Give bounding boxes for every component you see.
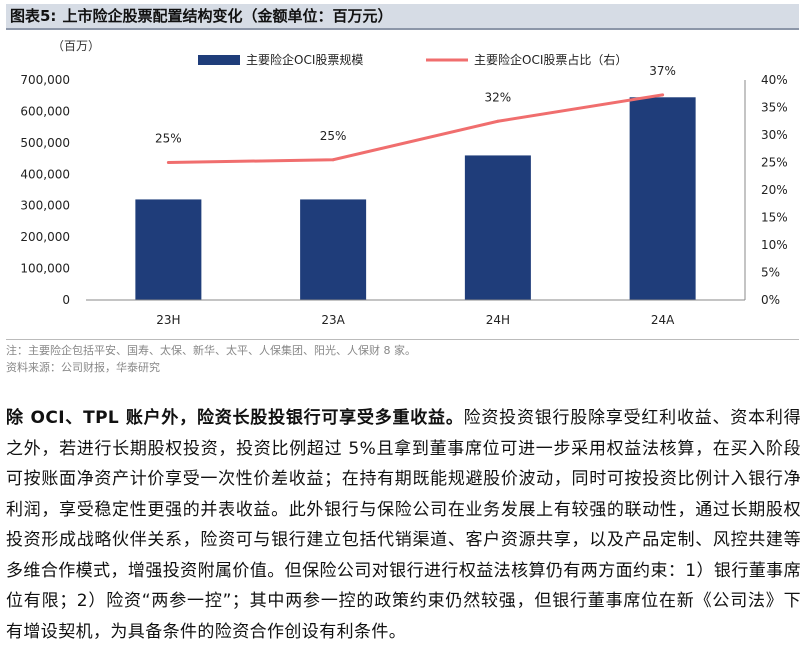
line-point: [496, 119, 500, 123]
y-left-unit-label: （百万）: [52, 39, 100, 53]
chart-bottom-rule: [6, 339, 799, 340]
x-tick-label: 24A: [651, 313, 675, 327]
y-left-tick-label: 200,000: [20, 230, 70, 244]
y-left-tick-label: 700,000: [20, 73, 70, 87]
y-right-tick-label: 10%: [761, 238, 788, 252]
legend-line-label: 主要险企OCI股票占比（右）: [474, 52, 627, 67]
line-data-label: 25%: [320, 129, 347, 143]
y-left-tick-label: 400,000: [20, 167, 70, 181]
bar: [135, 199, 202, 300]
chart-note: 注：主要险企包括平安、国寿、太保、新华、太平、人保集团、阳光、人保财 8 家。: [6, 344, 416, 357]
y-right-tick-label: 0%: [761, 293, 780, 307]
legend-bar-label: 主要险企OCI股票规模: [246, 52, 363, 67]
figure-title: 上市险企股票配置结构变化（金额单位：百万元）: [62, 7, 393, 25]
y-left-tick-label: 100,000: [20, 262, 70, 276]
series-line: [168, 93, 663, 164]
y-right-tick-label: 5%: [761, 266, 780, 280]
y-right-tick-label: 40%: [761, 73, 788, 87]
chart-source: 资料来源：公司财报，华泰研究: [6, 361, 160, 374]
bar: [464, 155, 531, 300]
body-paragraph: 除 OCI、TPL 账户外，险资长股投银行可享受多重收益。险资投资银行股除享受红…: [6, 403, 801, 647]
y-left-tick-label: 500,000: [20, 136, 70, 150]
title-underline: [6, 28, 799, 30]
line-point: [331, 158, 335, 162]
paragraph-lead: 除 OCI、TPL 账户外，险资长股投银行可享受多重收益。: [6, 408, 464, 428]
combo-chart: （百万） 主要险企OCI股票规模 主要险企OCI股票占比（右） 0 100,000…: [20, 39, 788, 327]
bar: [629, 97, 696, 301]
x-tick-label: 23A: [321, 313, 345, 327]
paragraph-text: 险资投资银行股除享受红利收益、资本利得之外，若进行长期股权投资，投资比例超过 5…: [6, 408, 802, 642]
legend-bar-swatch: [198, 55, 240, 65]
line-point: [166, 161, 170, 164]
x-tick-label: 24H: [486, 313, 510, 327]
bar: [300, 199, 367, 300]
y-right-tick-label: 20%: [761, 183, 788, 197]
y-right-tick-label: 30%: [761, 128, 788, 142]
x-tick-label: 23H: [156, 313, 180, 327]
line-data-label: 37%: [649, 64, 676, 78]
figure-title-bar: 图表5: 上市险企股票配置结构变化（金额单位：百万元）: [6, 4, 799, 28]
y-right-tick-label: 15%: [761, 211, 788, 225]
y-right-tick-label: 25%: [761, 156, 788, 170]
y-left-tick-label: 0: [62, 293, 70, 307]
y-left-tick-label: 300,000: [20, 199, 70, 213]
y-left-tick-label: 600,000: [20, 104, 70, 118]
line-data-label: 25%: [155, 132, 182, 146]
y-right-tick-label: 35%: [761, 101, 788, 115]
figure-label: 图表5:: [10, 7, 57, 25]
line-data-label: 32%: [485, 90, 512, 104]
line-point: [661, 93, 665, 97]
